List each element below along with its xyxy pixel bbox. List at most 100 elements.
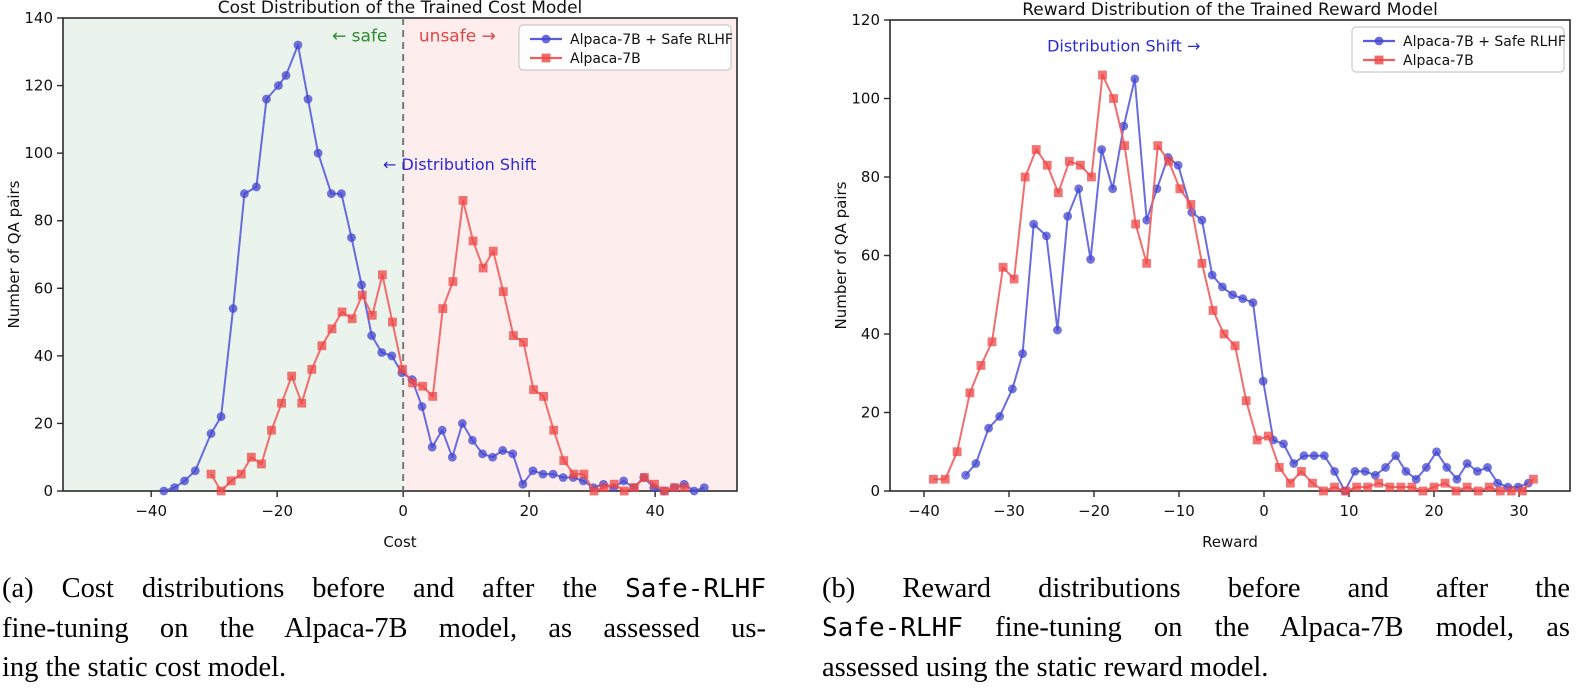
data-point — [1197, 215, 1207, 225]
data-point — [670, 483, 680, 493]
legend-marker-circle — [541, 34, 551, 44]
data-point — [1053, 325, 1062, 335]
data-point — [357, 280, 366, 290]
data-point — [1009, 274, 1019, 284]
data-point — [457, 419, 467, 428]
data-point — [398, 364, 407, 374]
y-axis-label: Number of QA pairs — [5, 180, 23, 328]
data-point — [1241, 396, 1251, 406]
y-tick-label: 100 — [24, 144, 53, 162]
data-point — [281, 71, 291, 80]
data-point — [1074, 184, 1084, 194]
data-point — [267, 425, 276, 435]
data-point — [1289, 459, 1299, 468]
legend-marker-circle — [1374, 36, 1384, 46]
data-point — [367, 310, 377, 320]
data-point — [952, 447, 962, 457]
data-point — [548, 469, 558, 479]
data-point — [447, 452, 457, 462]
data-point — [262, 94, 271, 104]
caption-b-text: (b) Reward distributions before and afte… — [822, 573, 1570, 604]
y-tick-label: 40 — [34, 347, 53, 365]
legend-box — [1351, 26, 1565, 73]
data-point — [529, 385, 538, 395]
data-point — [1360, 466, 1370, 476]
data-point — [1164, 156, 1174, 166]
data-point — [287, 371, 297, 381]
data-point — [640, 473, 649, 482]
data-point — [1442, 463, 1452, 472]
legend-label: Alpaca-7B + Safe RLHF — [1403, 34, 1566, 50]
data-point — [1173, 160, 1183, 170]
data-point — [1484, 482, 1494, 492]
data-point — [1142, 215, 1152, 225]
plot-frame — [889, 19, 1571, 492]
caption-b: (b) Reward distributions before and afte… — [822, 569, 1570, 687]
x-tick-label: 40 — [646, 502, 665, 520]
data-point — [619, 476, 629, 486]
data-point — [478, 263, 488, 273]
legend-marker-square — [541, 53, 551, 63]
data-point — [650, 479, 659, 489]
x-tick-label: 20 — [1424, 502, 1443, 520]
data-point — [293, 40, 303, 50]
data-point — [1381, 463, 1390, 472]
caption-b-text: assessed using the static reward model. — [822, 652, 1269, 683]
x-axis-label: Reward — [1202, 533, 1258, 551]
data-point — [987, 337, 997, 347]
x-tick-label: −20 — [1078, 502, 1110, 520]
y-axis-label: Number of QA pairs — [832, 181, 850, 329]
data-point — [428, 392, 438, 401]
chart-title: Cost Distribution of the Trained Cost Mo… — [218, 0, 583, 18]
data-point — [1252, 435, 1262, 445]
data-point — [367, 331, 377, 340]
data-point — [1350, 466, 1360, 476]
safe-label: ← safe — [332, 27, 387, 47]
y-tick-label: 140 — [24, 9, 53, 27]
data-point — [274, 81, 283, 90]
data-point — [1518, 486, 1527, 496]
data-point — [488, 452, 497, 462]
data-point — [468, 236, 478, 246]
y-tick-label: 100 — [851, 90, 880, 108]
data-point — [347, 314, 357, 324]
data-point — [170, 483, 179, 493]
data-point — [1097, 145, 1107, 154]
chart-title: Reward Distribution of the Trained Rewar… — [1022, 0, 1438, 20]
data-point — [961, 470, 971, 480]
cost-chart: Cost Distribution of the Trained Cost Mo… — [5, 0, 738, 551]
data-point — [971, 459, 981, 468]
data-point — [1309, 451, 1319, 461]
data-point — [1385, 482, 1395, 492]
data-point — [1175, 184, 1185, 194]
data-point — [1228, 290, 1237, 300]
legend-label: Alpaca-7B — [570, 51, 641, 67]
caption-b-text: fine-tuning on the Alpaca-7B model, as — [962, 612, 1570, 643]
data-point — [508, 331, 518, 340]
data-point — [1087, 172, 1096, 182]
series-line-0 — [964, 77, 1529, 492]
data-point — [478, 449, 487, 459]
data-point — [468, 435, 477, 445]
x-tick-label: 30 — [1509, 502, 1528, 520]
data-point — [377, 270, 387, 280]
data-point — [357, 290, 367, 300]
x-tick-label: 0 — [1259, 502, 1269, 520]
x-tick-label: −40 — [908, 502, 940, 520]
data-point — [1064, 156, 1074, 166]
data-point — [1429, 482, 1439, 492]
data-point — [240, 189, 249, 199]
data-point — [1411, 474, 1421, 484]
caption-a-line1: (a) Cost distributions before and after … — [2, 569, 766, 609]
caption-a-line3: ing the static cost model. — [2, 648, 766, 687]
data-point — [940, 474, 950, 484]
data-point — [1098, 70, 1107, 80]
data-point — [1391, 451, 1401, 461]
y-tick-label: 40 — [861, 325, 880, 343]
x-tick-label: −40 — [135, 502, 167, 520]
legend-label: Alpaca-7B + Safe RLHF — [570, 32, 733, 48]
data-point — [1473, 486, 1483, 496]
data-point — [418, 381, 428, 391]
data-point — [427, 442, 437, 452]
data-point — [1142, 258, 1152, 268]
